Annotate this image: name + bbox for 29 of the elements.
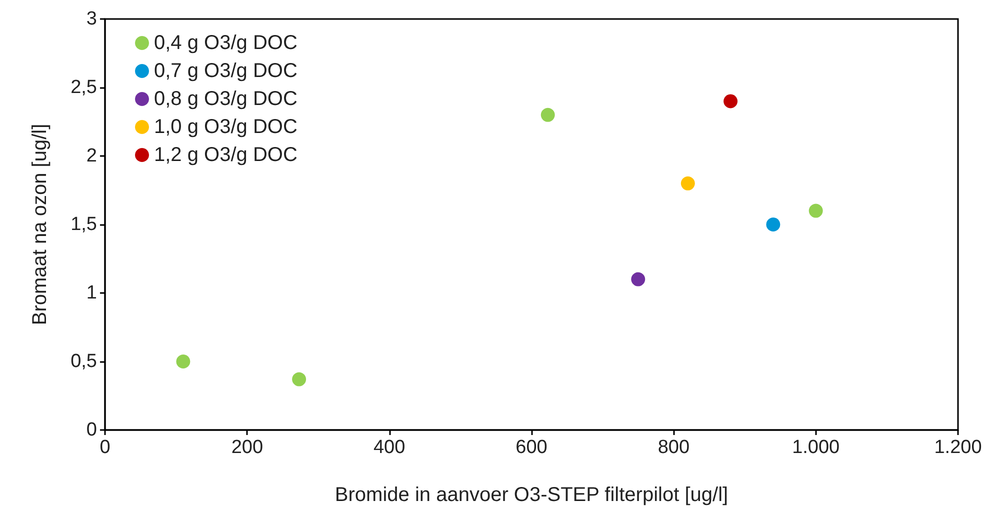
- y-tick-label: 2: [86, 146, 97, 166]
- y-tick-label: 2,5: [70, 77, 97, 98]
- x-axis-title: Bromide in aanvoer O3-STEP filterpilot [ug/l]: [334, 484, 728, 506]
- x-tick-label: 800: [658, 437, 690, 458]
- y-tick-label: 1: [86, 282, 97, 304]
- x-tick-label: 0: [100, 437, 110, 458]
- y-tick-label: 3: [86, 8, 97, 30]
- point: [540, 108, 555, 122]
- y-tick-label: 0,5: [70, 351, 97, 372]
- point: [808, 204, 823, 218]
- x-tick-label: 600: [516, 437, 548, 458]
- x-tick-label: 1.000: [792, 437, 840, 458]
- y-tick-label: 1,5: [70, 214, 97, 235]
- point: [680, 176, 695, 190]
- legend-label: 0,4 g O3/g DOC: [154, 32, 298, 54]
- legend-label: 0,7 g O3/g DOC: [154, 60, 298, 82]
- point: [766, 218, 780, 232]
- point: [176, 354, 190, 368]
- x-tick-label: 400: [373, 437, 406, 458]
- point: [631, 272, 646, 286]
- y-tick-label: 0: [86, 420, 97, 440]
- point: [292, 372, 306, 386]
- x-tick-label: 200: [231, 437, 264, 458]
- point: [724, 94, 738, 108]
- legend-label: 0,8 g O3/g DOC: [154, 88, 298, 110]
- x-tick-label: 1.200: [934, 437, 982, 458]
- legend-label: 1,0 g O3/g DOC: [154, 116, 298, 138]
- legend-label: 1,2 g O3/g DOC: [154, 144, 298, 166]
- y-axis-title: Bromaat na ozon [ug/l]: [29, 124, 51, 326]
